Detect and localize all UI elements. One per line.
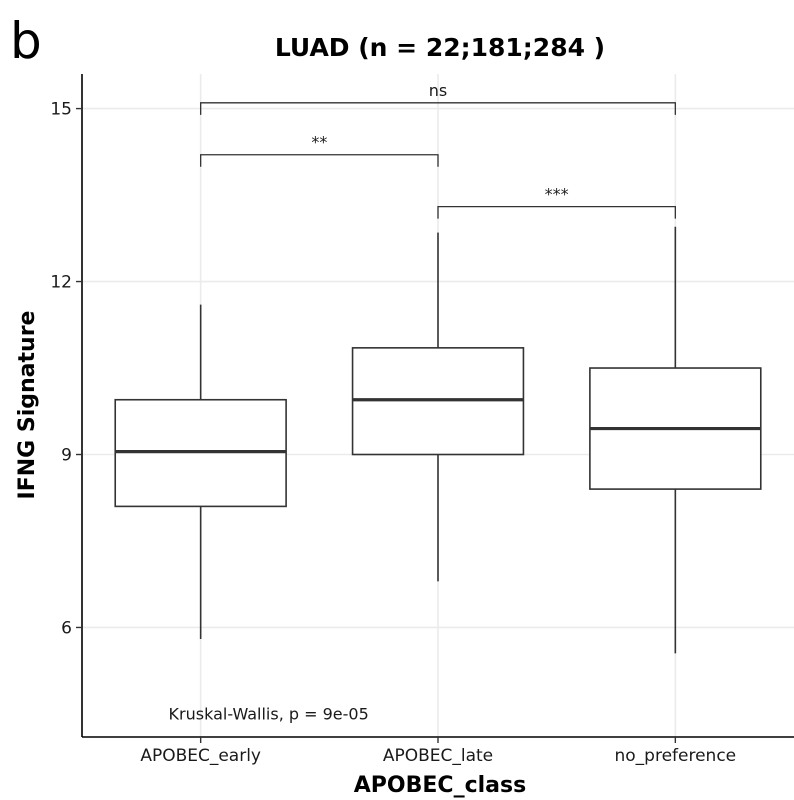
chart-title: LUAD (n = 22;181;284 ) (275, 33, 605, 62)
y-tick-label: 6 (61, 618, 72, 638)
bracket-line (200, 102, 676, 115)
y-axis-title: IFNG Signature (15, 311, 40, 500)
y-tick-label: 12 (50, 273, 72, 293)
significance-label: ns (429, 81, 447, 100)
significance-label: ** (311, 133, 327, 152)
comparison-layer: *****ns (200, 81, 676, 219)
bracket-line (200, 154, 439, 167)
significance-label: *** (545, 185, 569, 204)
x-tick-label: APOBEC_early (140, 746, 261, 766)
x-tick-label: APOBEC_late (383, 746, 493, 766)
y-tick-label: 15 (50, 100, 72, 120)
box-APOBEC_late (351, 232, 525, 582)
kruskal-wallis-annotation: Kruskal-Wallis, p = 9e-05 (169, 705, 369, 724)
bracket-line (437, 205, 676, 219)
box-no_preference (589, 226, 762, 654)
box-APOBEC_early (114, 304, 287, 639)
axis-layer: 6 9 12 15 APOBEC_early APOBEC_late no_preferen… (50, 74, 794, 766)
comparison-bracket: ns (200, 81, 676, 115)
x-axis-title: APOBEC_class (354, 773, 526, 798)
x-tick-label: no_preference (615, 746, 737, 766)
panel-letter: b (10, 12, 42, 70)
box-layer (114, 226, 762, 654)
comparison-bracket: ** (200, 133, 439, 167)
y-tick-label: 9 (61, 446, 72, 466)
comparison-bracket: *** (437, 185, 676, 219)
